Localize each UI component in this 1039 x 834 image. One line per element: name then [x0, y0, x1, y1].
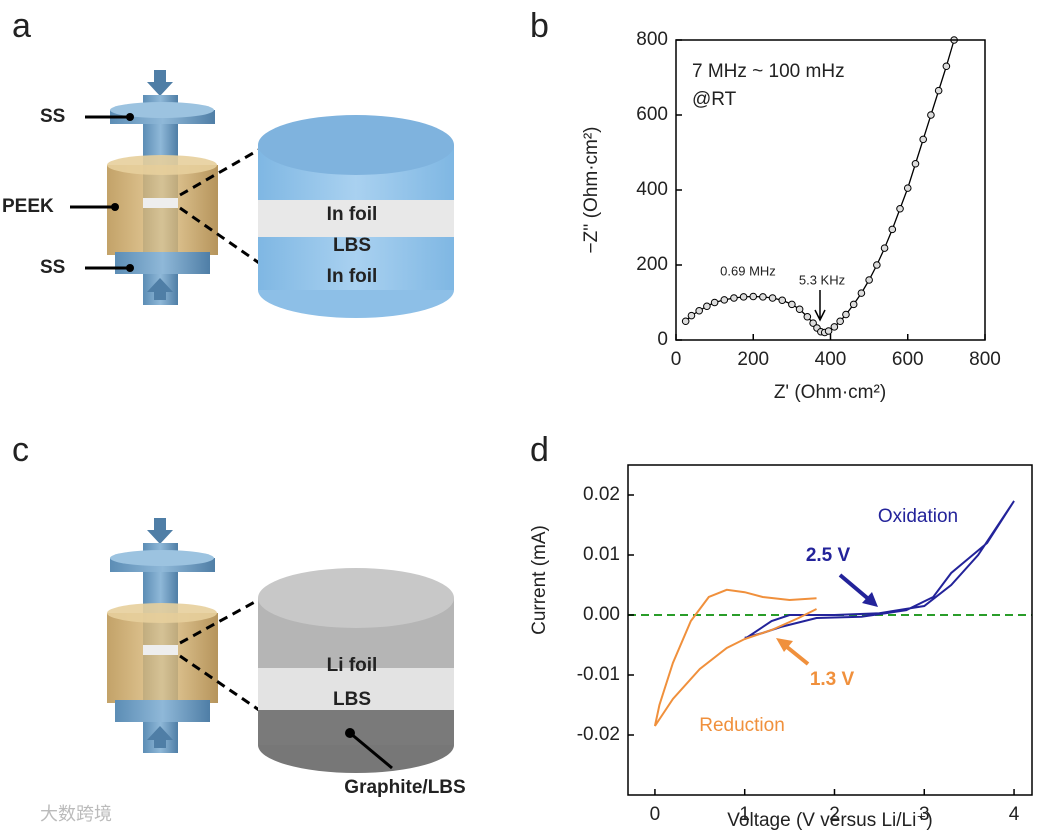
- x-tick-label: 400: [815, 349, 847, 370]
- label: SS: [40, 257, 65, 278]
- data-line: [653, 588, 817, 727]
- y-tick-label: 400: [636, 179, 668, 200]
- plot-frame: [627, 464, 1033, 796]
- arrow-head: [776, 638, 793, 652]
- y-tick-label: 0.01: [583, 544, 620, 565]
- data-point: [720, 296, 729, 304]
- data-point: [778, 296, 787, 305]
- panel-label: a: [12, 7, 31, 45]
- data-point: [836, 317, 844, 326]
- y-tick-label: 0.02: [583, 484, 620, 505]
- data-point: [795, 305, 804, 314]
- layer-label: LBS: [333, 689, 371, 710]
- callout-label: Graphite/LBS: [344, 777, 465, 798]
- data-point: [903, 184, 912, 192]
- plot-frame: [675, 39, 986, 341]
- watermark: 大数跨境: [40, 804, 112, 824]
- arrow: [814, 290, 826, 322]
- data-point: [896, 204, 904, 213]
- data-point: [809, 319, 817, 327]
- annotation: 5.3 KHz: [799, 272, 845, 287]
- cell-diagram: [70, 70, 454, 318]
- data-point: [919, 135, 928, 144]
- x-tick-label: 0: [671, 349, 682, 370]
- panel-label: b: [530, 7, 549, 45]
- cell-diagram: [107, 518, 454, 773]
- data-point: [730, 294, 738, 302]
- data-line: [685, 39, 955, 334]
- data-point: [934, 86, 943, 95]
- data-point: [830, 323, 839, 331]
- data-line: [744, 500, 1015, 640]
- y-tick-label: -0.01: [577, 664, 620, 685]
- data-point: [739, 293, 748, 301]
- panel-label: d: [530, 431, 549, 469]
- series-label: Oxidation: [878, 506, 958, 527]
- x-tick-label: 0: [650, 804, 661, 825]
- annotation: @RT: [692, 89, 737, 110]
- arrow-head: [862, 592, 878, 607]
- layer-label: LBS: [333, 235, 371, 256]
- x-tick-label: 2: [829, 804, 840, 825]
- x-tick-label: 800: [969, 349, 1001, 370]
- data-point: [865, 276, 873, 284]
- data-point: [803, 312, 812, 321]
- y-axis-title: −Z'' (Ohm·cm²): [581, 126, 602, 253]
- data-point: [824, 327, 833, 335]
- layer-label: In foil: [327, 204, 378, 225]
- y-axis-title: Current (mA): [529, 525, 550, 635]
- x-tick-label: 1: [739, 804, 750, 825]
- y-tick-label: 600: [636, 104, 668, 125]
- annotation: 1.3 V: [810, 669, 855, 690]
- data-point: [695, 306, 703, 315]
- data-point: [942, 62, 951, 71]
- y-tick-label: 800: [636, 29, 668, 50]
- data-point: [849, 300, 858, 309]
- label: SS: [40, 106, 65, 127]
- data-point: [911, 159, 920, 168]
- data-point: [687, 311, 696, 320]
- label: PEEK: [2, 196, 54, 217]
- data-point: [788, 300, 796, 309]
- data-point: [927, 111, 935, 119]
- layer-label: In foil: [327, 266, 378, 287]
- data-point: [681, 317, 690, 326]
- data-point: [888, 225, 897, 234]
- data-point: [857, 289, 866, 297]
- data-point: [703, 302, 711, 311]
- data-point: [759, 293, 767, 301]
- data-point: [749, 292, 758, 301]
- series-label: Reduction: [699, 715, 785, 736]
- x-tick-label: 3: [919, 804, 930, 825]
- x-tick-label: 600: [892, 349, 924, 370]
- y-tick-label: 0.00: [583, 604, 620, 625]
- arrow: [838, 573, 874, 604]
- annotation: 0.69 MHz: [720, 263, 776, 278]
- x-tick-label: 4: [1009, 804, 1020, 825]
- annotation: 7 MHz ~ 100 mHz: [692, 61, 845, 82]
- x-axis-title: Z' (Ohm·cm²): [774, 382, 886, 403]
- x-tick-label: 200: [737, 349, 769, 370]
- y-tick-label: -0.02: [577, 724, 620, 745]
- annotation: 2.5 V: [806, 545, 851, 566]
- data-point: [710, 298, 719, 307]
- y-tick-label: 0: [657, 329, 668, 350]
- data-point: [768, 294, 777, 302]
- data-point: [880, 244, 889, 252]
- panel-label: c: [12, 431, 29, 469]
- y-tick-label: 200: [636, 254, 668, 275]
- layer-label: Li foil: [327, 655, 378, 676]
- data-point: [873, 261, 881, 269]
- data-point: [842, 310, 850, 319]
- x-axis-title: Voltage (V versus Li/Li⁺): [727, 810, 932, 831]
